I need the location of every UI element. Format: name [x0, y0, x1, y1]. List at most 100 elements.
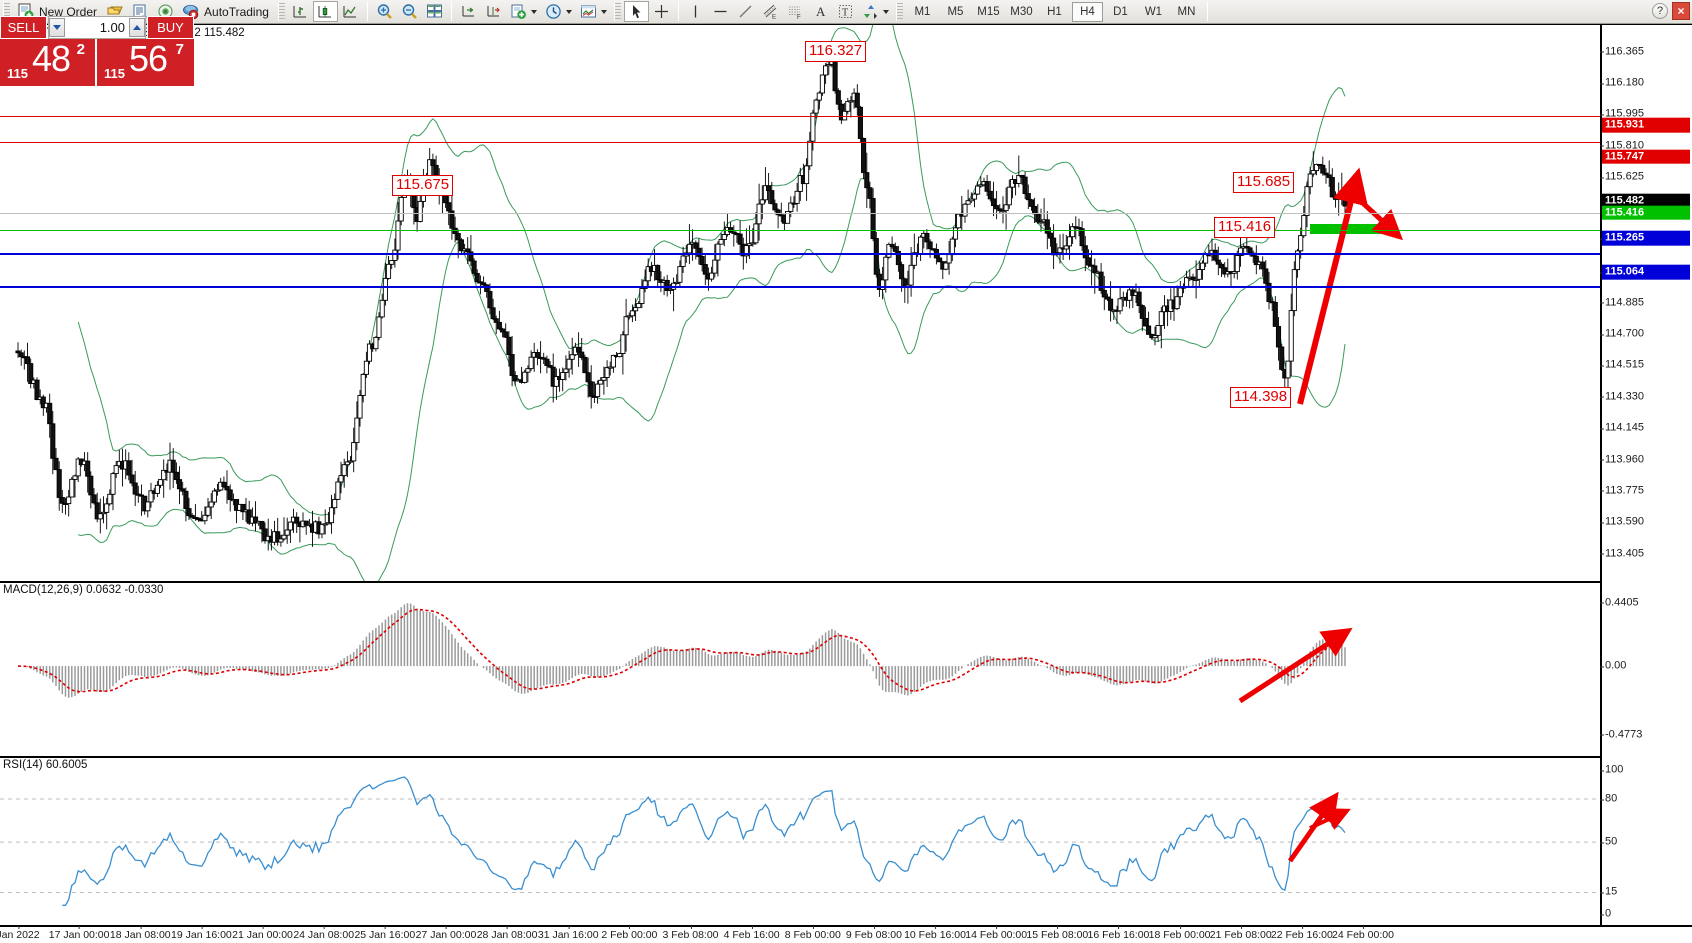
time-axis[interactable]: Jan 2022 17 Jan 00:00 18 Jan 08:00 19 Jan 1…	[0, 925, 1692, 943]
volume-decrease-button[interactable]	[49, 18, 65, 37]
rsi-pane[interactable]: RSI(14) 60.6005 100 80 50 15 0	[0, 756, 1692, 926]
help-button[interactable]: ?	[1652, 3, 1668, 19]
annotation-115416[interactable]: 115.416	[1214, 217, 1276, 238]
toolbar-separator-3	[677, 2, 679, 21]
green-zone-rect[interactable]	[1310, 224, 1388, 234]
price-tick-113-96: 113.960	[1600, 453, 1644, 466]
chevron-down-icon-2[interactable]	[565, 9, 572, 14]
one-click-trading-panel[interactable]: SELL 1.00 BUY 115 48 2 115 56 7	[0, 16, 194, 86]
time-tick-18: 16 Feb 16:00	[1087, 926, 1150, 941]
chevron-down-icon-3[interactable]	[600, 9, 607, 14]
open-data-folder-button[interactable]	[103, 1, 128, 22]
sell-button[interactable]: SELL	[0, 16, 47, 39]
price-tick-113-405: 113.405	[1600, 547, 1644, 560]
time-tick-10: 2 Feb 00:00	[601, 926, 658, 941]
cursor-tool-button[interactable]	[623, 1, 649, 22]
time-tick-7: 27 Jan 00:00	[415, 926, 477, 941]
time-tick-9: 31 Jan 16:00	[537, 926, 599, 941]
fibonacci-button[interactable]: F	[783, 1, 808, 22]
price-label-115-416[interactable]: 115.416	[1602, 205, 1690, 220]
text-tool-button[interactable]: A	[808, 1, 833, 22]
price-label-115-747[interactable]: 115.747	[1602, 149, 1690, 164]
annotation-115675[interactable]: 115.675	[392, 175, 454, 196]
fibonacci-icon: F	[787, 3, 804, 21]
toolbar-grip[interactable]	[3, 2, 10, 21]
price-pane[interactable]: 116.327 115.675 115.685 115.416 114.398 …	[0, 25, 1692, 581]
rsi-pane-divider	[0, 756, 1692, 758]
chart-autoscroll-button[interactable]	[481, 1, 506, 22]
candlestick-chart-button[interactable]	[312, 1, 338, 22]
chart-shift-button[interactable]	[456, 1, 481, 22]
sell-price-block[interactable]: 115 48 2	[0, 38, 97, 86]
zoom-out-button[interactable]	[397, 1, 422, 22]
navigator-button[interactable]	[153, 1, 178, 22]
price-label-115-931[interactable]: 115.931	[1602, 117, 1690, 133]
chevron-down-icon[interactable]	[530, 9, 537, 14]
toolbar-grip-4[interactable]	[895, 2, 903, 21]
rsi-chart-svg	[0, 776, 1600, 906]
timeframe-w1[interactable]: W1	[1144, 5, 1163, 18]
macd-chart-svg	[17, 603, 1353, 704]
timeframe-h1[interactable]: H1	[1047, 5, 1062, 18]
chevron-down-icon-4[interactable]	[882, 9, 889, 14]
timeframe-m15[interactable]: M15	[977, 5, 1000, 18]
periodicity-button[interactable]	[541, 1, 576, 22]
rsi-axis[interactable]: 100 80 50 15 0	[1599, 756, 1692, 926]
bearish-arrow[interactable]	[1350, 191, 1404, 241]
crosshair-tool-button[interactable]	[649, 1, 674, 22]
timeframe-mn[interactable]: MN	[1177, 5, 1196, 18]
vertical-line-button[interactable]	[683, 1, 708, 22]
macd-axis[interactable]: 0.4405 0.00 -0.4773	[1599, 581, 1692, 756]
volume-value[interactable]: 1.00	[99, 20, 125, 35]
price-tick-115-995: 115.995	[1600, 107, 1644, 120]
toolbar-grip-3[interactable]	[613, 2, 621, 21]
buy-button[interactable]: BUY	[147, 16, 194, 39]
time-tick-15: 10 Feb 16:00	[904, 926, 966, 941]
equidistant-channel-button[interactable]: E	[758, 1, 783, 22]
text-label-button[interactable]: T	[833, 1, 858, 22]
tile-windows-button[interactable]	[422, 1, 447, 22]
trendline-button[interactable]	[733, 1, 758, 22]
volume-field[interactable]: 1.00	[48, 16, 146, 39]
rsi-arrow-2[interactable]	[1309, 808, 1351, 830]
annotation-115685[interactable]: 115.685	[1233, 172, 1295, 193]
price-label-115-265[interactable]: 115.265	[1602, 230, 1690, 246]
sell-price-prefix: 115	[7, 66, 28, 81]
timeframe-h4[interactable]: H4	[1071, 1, 1103, 22]
macd-pane[interactable]: MACD(12,26,9) 0.0632 -0.0330 0.4405 0.00 -…	[0, 581, 1692, 756]
price-plot-area[interactable]: 116.327 115.675 115.685 115.416 114.398	[0, 25, 1600, 581]
annotation-114398[interactable]: 114.398	[1230, 387, 1292, 408]
horizontal-line-button[interactable]	[708, 1, 733, 22]
rsi-arrow[interactable]	[1287, 791, 1339, 863]
arrows-button[interactable]	[858, 1, 893, 22]
folder-icon	[107, 3, 124, 20]
bar-chart-button[interactable]	[288, 1, 313, 22]
chart-container[interactable]: 116.327 115.675 115.685 115.416 114.398 …	[0, 24, 1692, 943]
templates-button[interactable]	[576, 1, 611, 22]
price-axis[interactable]: 116.365 116.180 115.995 115.810 115.625 115.2…	[1600, 25, 1692, 581]
timeframe-m5[interactable]: M5	[947, 5, 964, 18]
toolbar-grip-2[interactable]	[277, 2, 285, 21]
line-chart-button[interactable]	[338, 1, 363, 22]
macd-arrow[interactable]	[1238, 627, 1353, 704]
zoom-in-button[interactable]	[372, 1, 397, 22]
annotation-116327[interactable]: 116.327	[805, 41, 867, 62]
arrows-icon	[862, 3, 879, 20]
bar-chart-icon	[292, 3, 309, 20]
autotrading-button[interactable]: AutoTrading	[178, 1, 275, 22]
bullish-arrow[interactable]	[1297, 167, 1369, 405]
price-label-115-064[interactable]: 115.064	[1602, 265, 1690, 280]
level-line-115265	[0, 253, 1600, 255]
macd-plot-area[interactable]	[0, 581, 1600, 756]
timeframe-m30[interactable]: M30	[1010, 5, 1033, 18]
volume-increase-button[interactable]	[129, 18, 145, 37]
new-order-button[interactable]: New Order	[13, 1, 103, 22]
rsi-tick-0: 0	[1599, 907, 1612, 920]
rsi-plot-area[interactable]	[0, 756, 1600, 926]
close-button[interactable]: ×	[1672, 2, 1690, 20]
price-label-115-482[interactable]: 115.482	[1602, 194, 1690, 209]
buy-price-block[interactable]: 115 56 7	[97, 38, 194, 86]
timeframe-d1[interactable]: D1	[1113, 5, 1128, 18]
add-indicator-button[interactable]	[506, 1, 541, 22]
timeframe-m1[interactable]: M1	[914, 5, 931, 18]
